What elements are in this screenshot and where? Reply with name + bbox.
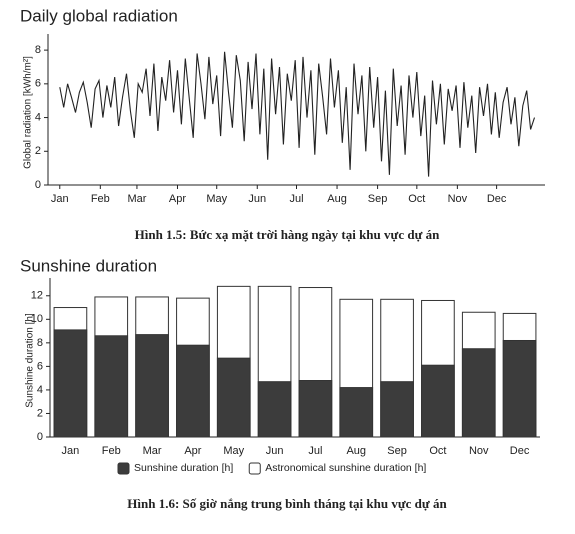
y-tick-label: 4 <box>35 111 41 123</box>
y-axis-label: Sunshine duration [h] <box>25 313 36 408</box>
x-tick-label: Nov <box>448 193 468 205</box>
bar <box>421 364 455 438</box>
bar <box>176 344 210 438</box>
radiation-line <box>59 51 536 177</box>
x-tick-label: Nov <box>469 445 489 457</box>
chart-title: Daily global radiation <box>20 6 178 25</box>
chart-title: Sunshine duration <box>20 256 157 275</box>
y-tick-label: 2 <box>35 145 41 157</box>
y-tick-label: 6 <box>35 78 41 90</box>
bar <box>339 387 374 438</box>
x-tick-label: Apr <box>169 193 186 205</box>
bar <box>216 357 251 438</box>
caption: Hình 1.6: Số giờ nắng trung bình tháng t… <box>127 496 447 511</box>
x-tick-label: Jan <box>62 445 80 457</box>
y-tick-label: 0 <box>37 431 43 443</box>
x-tick-label: Dec <box>510 445 530 457</box>
x-tick-label: Jul <box>308 445 322 457</box>
y-tick-label: 12 <box>31 290 43 302</box>
y-tick-label: 4 <box>37 384 43 396</box>
legend-label: Astronomical sunshine duration [h] <box>265 462 426 474</box>
x-tick-label: Jul <box>289 193 303 205</box>
bar <box>380 381 414 438</box>
x-tick-label: May <box>223 445 244 457</box>
x-tick-label: Aug <box>327 193 347 205</box>
x-tick-label: Jan <box>51 193 69 205</box>
x-tick-label: Oct <box>408 193 425 205</box>
bar <box>94 335 129 438</box>
x-tick-label: Mar <box>143 445 162 457</box>
y-tick-label: 8 <box>37 337 43 349</box>
x-tick-label: Aug <box>346 445 366 457</box>
x-tick-label: Feb <box>102 445 121 457</box>
x-tick-label: May <box>206 193 227 205</box>
legend-swatch <box>117 462 130 475</box>
bar <box>461 348 496 438</box>
bar <box>298 380 333 438</box>
legend-label: Sunshine duration [h] <box>134 462 233 474</box>
x-tick-label: Mar <box>127 193 146 205</box>
x-tick-label: Dec <box>487 193 507 205</box>
bar <box>135 334 169 438</box>
y-tick-label: 10 <box>31 313 43 325</box>
y-tick-label: 2 <box>37 407 43 419</box>
bar <box>53 329 88 438</box>
y-tick-label: 8 <box>35 44 41 56</box>
x-tick-label: Feb <box>91 193 110 205</box>
x-tick-label: Sep <box>368 193 388 205</box>
legend-swatch <box>248 462 261 475</box>
y-tick-label: 0 <box>35 179 41 191</box>
x-tick-label: Sep <box>387 445 407 457</box>
x-tick-label: Apr <box>184 445 201 457</box>
x-tick-label: Jun <box>266 445 284 457</box>
x-tick-label: Oct <box>429 445 446 457</box>
y-axis-label: Global radiation [kWh/m²] <box>23 56 34 169</box>
bar <box>502 339 537 438</box>
y-tick-label: 6 <box>37 360 43 372</box>
caption: Hình 1.5: Bức xạ mặt trời hàng ngày tại … <box>135 227 440 242</box>
bar <box>257 381 292 438</box>
x-tick-label: Jun <box>248 193 266 205</box>
